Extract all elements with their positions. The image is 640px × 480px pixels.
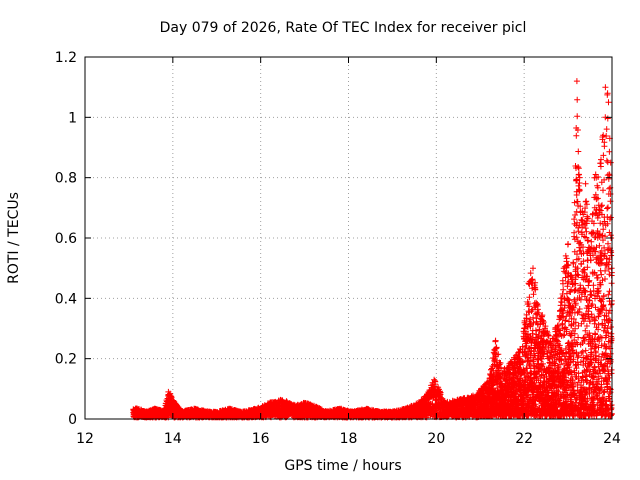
data-layer: [130, 78, 615, 421]
data-point: [168, 394, 175, 401]
grid-layer: [85, 57, 612, 419]
